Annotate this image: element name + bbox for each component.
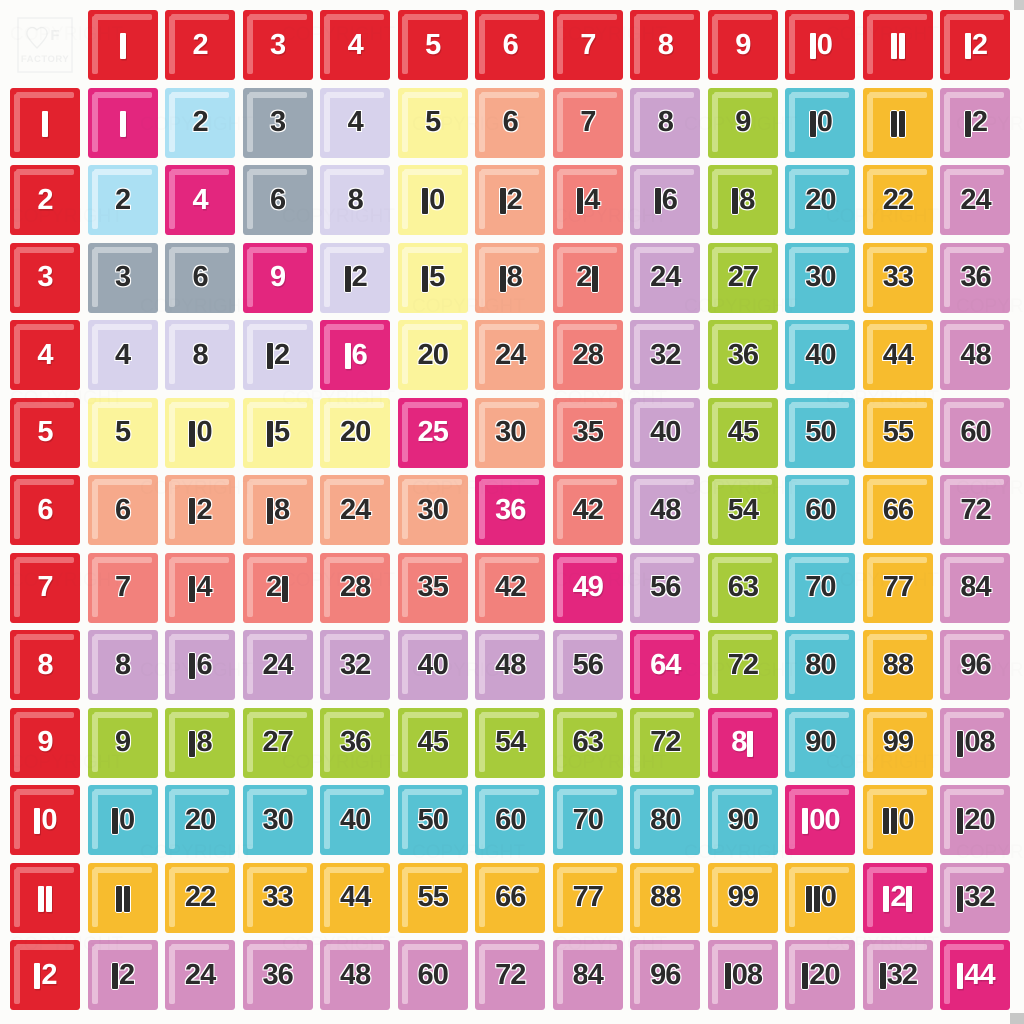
svg-text:FACTORY: FACTORY <box>21 54 70 65</box>
svg-text:F: F <box>50 27 59 44</box>
